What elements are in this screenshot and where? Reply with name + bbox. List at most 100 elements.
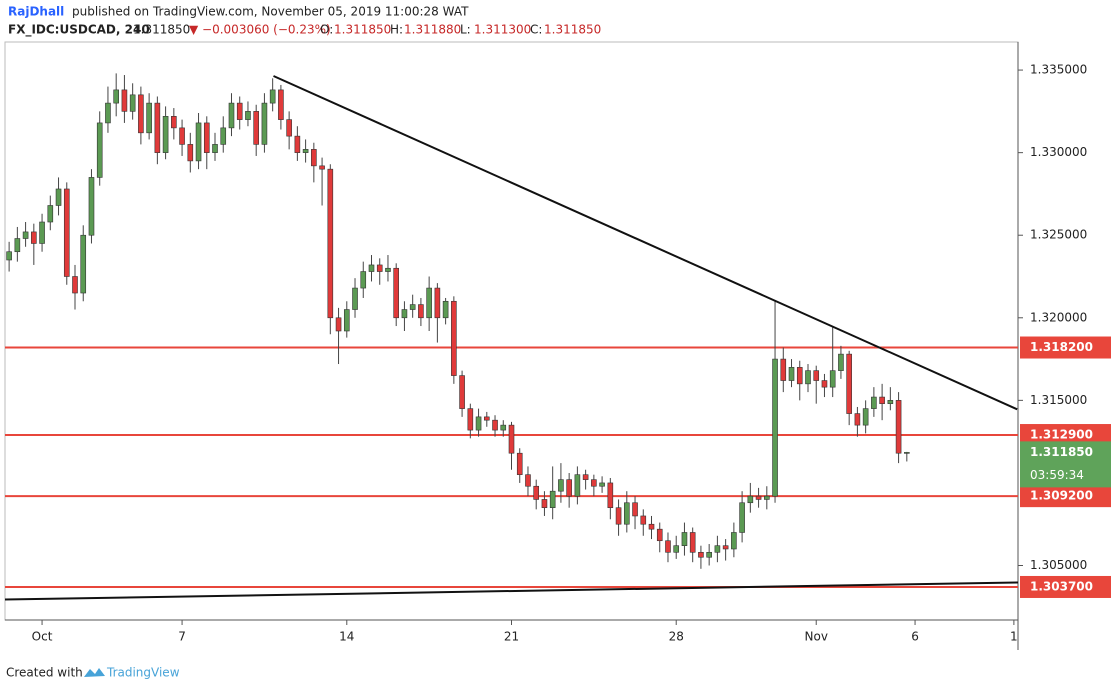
candle-body — [846, 353, 852, 414]
candle-body — [533, 485, 540, 500]
x-tick-label: 7 — [178, 630, 186, 644]
candle-body — [113, 89, 119, 104]
candle-body — [286, 119, 292, 137]
candle-body — [393, 267, 399, 319]
candle-body — [788, 367, 795, 381]
candle-body — [475, 416, 482, 431]
candle-body — [591, 479, 597, 487]
candle-body — [467, 408, 474, 431]
candle-body — [772, 358, 778, 497]
candle-body — [681, 532, 688, 546]
candle-body — [6, 251, 12, 261]
ohlc-label: H: — [390, 23, 403, 37]
level-label-box — [1020, 485, 1111, 508]
candle-body — [88, 177, 95, 236]
ohlc-label: L: — [460, 23, 471, 37]
candle-body — [656, 528, 663, 542]
ohlc-value: 1.311850 — [544, 23, 601, 37]
ohlc-value: 1.311300 — [474, 23, 531, 37]
candle-body — [418, 304, 424, 319]
candle-body — [459, 375, 465, 409]
created-with: Created with — [6, 666, 83, 680]
candle-body — [747, 495, 754, 504]
candle-body — [261, 102, 268, 145]
candle-body — [138, 94, 144, 134]
x-tick-label: 28 — [669, 630, 684, 644]
candle-body — [311, 149, 317, 167]
y-tick-label: 1.315000 — [1030, 393, 1087, 407]
candle-body — [368, 264, 375, 272]
y-tick-label: 1.320000 — [1030, 310, 1087, 324]
logo — [84, 668, 105, 677]
candle-body — [253, 111, 259, 145]
candle-body — [764, 495, 770, 500]
candle-body — [55, 188, 62, 206]
candle-body — [294, 135, 301, 153]
candle-body — [895, 400, 902, 454]
candle-body — [607, 482, 614, 509]
candle-body — [121, 89, 128, 112]
candle-body — [442, 300, 449, 319]
candle-body — [854, 413, 861, 426]
candle-body — [385, 267, 391, 272]
candle-body — [162, 116, 169, 153]
symbol: FX_IDC:USDCAD, 240 — [8, 23, 150, 38]
trendline — [4, 581, 1019, 601]
candle-body — [862, 408, 869, 426]
candle-body — [105, 102, 111, 124]
ohlc-value: 1.311880 — [404, 23, 461, 37]
countdown: 03:59:34 — [1030, 468, 1084, 482]
author: RajDhall — [8, 5, 64, 19]
candle-body — [566, 479, 572, 497]
current-price-label: 1.311850 — [1030, 445, 1093, 459]
candle-body — [624, 502, 630, 525]
candle-body — [714, 545, 721, 553]
candle-body — [352, 287, 358, 310]
candle-body — [245, 111, 251, 120]
candle-body — [615, 507, 622, 525]
candle-body — [689, 532, 696, 553]
candle-body — [343, 309, 350, 332]
x-tick-label: Nov — [805, 630, 828, 644]
level-label: 1.309200 — [1030, 489, 1093, 503]
candle-body — [887, 400, 894, 404]
candle-body — [426, 287, 432, 319]
ohlc-label: C: — [530, 23, 542, 37]
candle-body — [871, 396, 877, 409]
candle-body — [146, 102, 152, 134]
x-tick-label: 1 — [1010, 630, 1018, 644]
candle-body — [599, 482, 605, 487]
candle-body — [549, 490, 556, 509]
candle-body — [541, 499, 548, 509]
candle-body — [39, 221, 45, 244]
level-label-box — [1020, 575, 1111, 598]
candle-body — [228, 102, 235, 129]
candle-body — [47, 205, 54, 223]
candle-body — [154, 102, 161, 153]
candle-body — [22, 231, 29, 239]
candle-body — [63, 188, 70, 277]
y-tick-label: 1.325000 — [1030, 228, 1087, 242]
brand: TradingView — [106, 666, 180, 680]
candle-body — [665, 540, 671, 553]
x-tick-label: Oct — [32, 630, 53, 644]
candle-body — [632, 502, 638, 517]
candle-body — [508, 424, 515, 454]
candle-body — [780, 358, 787, 381]
x-tick-label: 14 — [339, 630, 354, 644]
candle-body — [492, 419, 498, 431]
candle-body — [821, 380, 828, 388]
candle-body — [335, 317, 342, 332]
candle-body — [96, 122, 103, 178]
published: published on TradingView.com, November 0… — [72, 5, 469, 19]
level-label-box — [1020, 336, 1111, 359]
ohlc-label: O: — [320, 23, 333, 37]
candle-body — [796, 367, 803, 385]
candle-body — [401, 309, 408, 319]
candle-body — [409, 304, 416, 310]
candle-body — [302, 149, 309, 153]
candle-body — [698, 551, 704, 558]
candle-body — [574, 474, 581, 497]
